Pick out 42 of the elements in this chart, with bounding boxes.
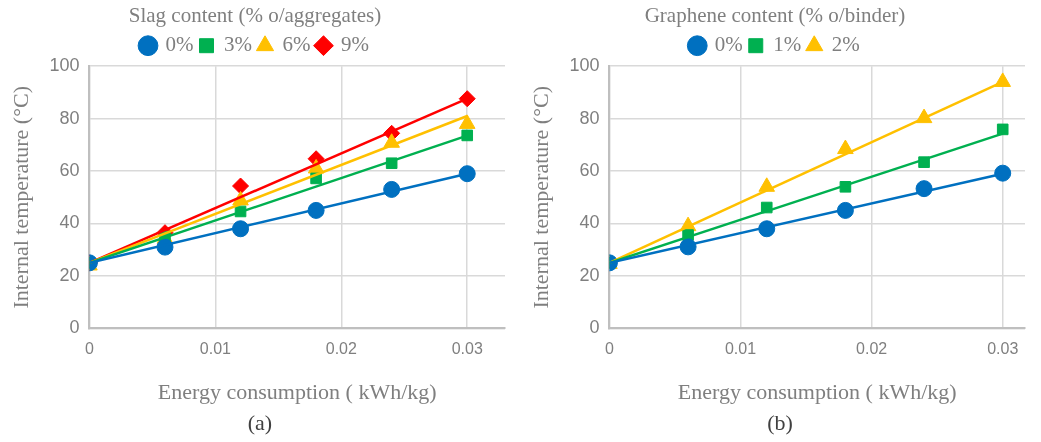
x-tick-label: 0.01	[199, 340, 232, 358]
legend-label: 6%	[282, 32, 311, 57]
y-axis-title: Internal temperature (°C)	[7, 86, 33, 309]
y-tick-label: 40	[579, 212, 600, 233]
point	[837, 139, 854, 155]
x-tick-label: 0	[84, 340, 94, 358]
x-axis-title: Energy consumption ( kWh/kg)	[157, 378, 437, 404]
y-tick-label: 60	[579, 160, 600, 181]
point	[458, 90, 476, 108]
y-tick-label: 0	[69, 317, 80, 338]
y-tick-label: 60	[59, 160, 80, 181]
point	[458, 165, 476, 183]
y-tick-label: 20	[579, 264, 600, 285]
x-tick-label: 0	[604, 340, 614, 358]
point	[994, 164, 1012, 182]
y-tick-label: 80	[59, 107, 80, 128]
y-tick-label: 80	[579, 107, 600, 128]
y-tick-label: 40	[59, 212, 80, 233]
chart-title: Graphene content (% o/binder)	[644, 3, 906, 28]
y-tick-label: 100	[49, 55, 80, 76]
point	[996, 123, 1009, 136]
text: (a)	[246, 410, 274, 436]
y-tick-label: 0	[589, 317, 600, 338]
x-tick-label: 0.01	[724, 340, 757, 358]
y-tick-label: 20	[59, 264, 80, 285]
x-axis-title: Energy consumption ( kWh/kg)	[677, 378, 957, 404]
y-tick-label: 100	[569, 55, 600, 76]
x-tick-label: 0.02	[325, 340, 357, 358]
text: (b)	[766, 410, 794, 436]
legend-label: 0%	[165, 32, 194, 57]
x-tick-label: 0.03	[451, 340, 483, 358]
legend-label: 9%	[340, 32, 369, 57]
x-tick-label: 0.02	[856, 340, 888, 358]
legend-label: 3%	[224, 32, 253, 57]
legend-label: 0%	[714, 32, 743, 57]
y-axis-title: Internal temperature (°C)	[527, 86, 553, 309]
legend-label: 1%	[773, 32, 802, 57]
legend-label: 2%	[831, 32, 860, 57]
point	[461, 129, 474, 142]
chart-title: Slag content (% o/aggregates)	[128, 3, 382, 28]
x-tick-label: 0.03	[987, 340, 1019, 358]
point	[232, 177, 250, 195]
